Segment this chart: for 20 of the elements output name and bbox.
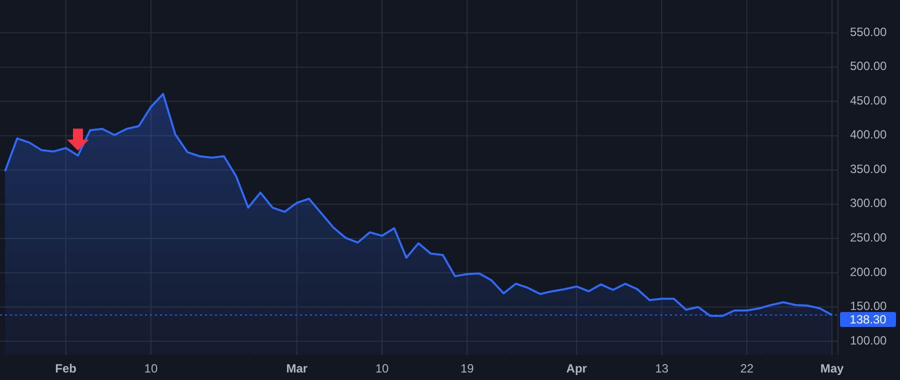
- x-tick-label: 10: [144, 362, 158, 376]
- y-tick-label: 150.00: [850, 299, 888, 314]
- y-tick-label: 200.00: [850, 264, 888, 279]
- x-tick-label: May: [820, 362, 844, 376]
- y-tick-label: 550.00: [850, 24, 888, 39]
- y-tick-label: 100.00: [850, 333, 888, 348]
- x-tick-label: Apr: [566, 362, 588, 376]
- y-tick-label: 350.00: [850, 162, 888, 176]
- x-tick-label: 10: [375, 362, 390, 376]
- x-tick-label: 19: [460, 362, 474, 376]
- y-tick-label: 300.00: [850, 196, 888, 210]
- x-tick-label: Feb: [55, 362, 76, 376]
- y-tick-label: 450.00: [850, 93, 888, 108]
- x-tick-label: Mar: [286, 362, 308, 376]
- y-tick-label: 250.00: [850, 230, 888, 244]
- y-tick-label: 500.00: [850, 59, 888, 74]
- y-tick-label: 400.00: [850, 128, 888, 142]
- ref-line-label: 138.30: [850, 312, 887, 327]
- x-tick-label: 13: [655, 362, 669, 376]
- x-tick-label: 22: [740, 362, 754, 376]
